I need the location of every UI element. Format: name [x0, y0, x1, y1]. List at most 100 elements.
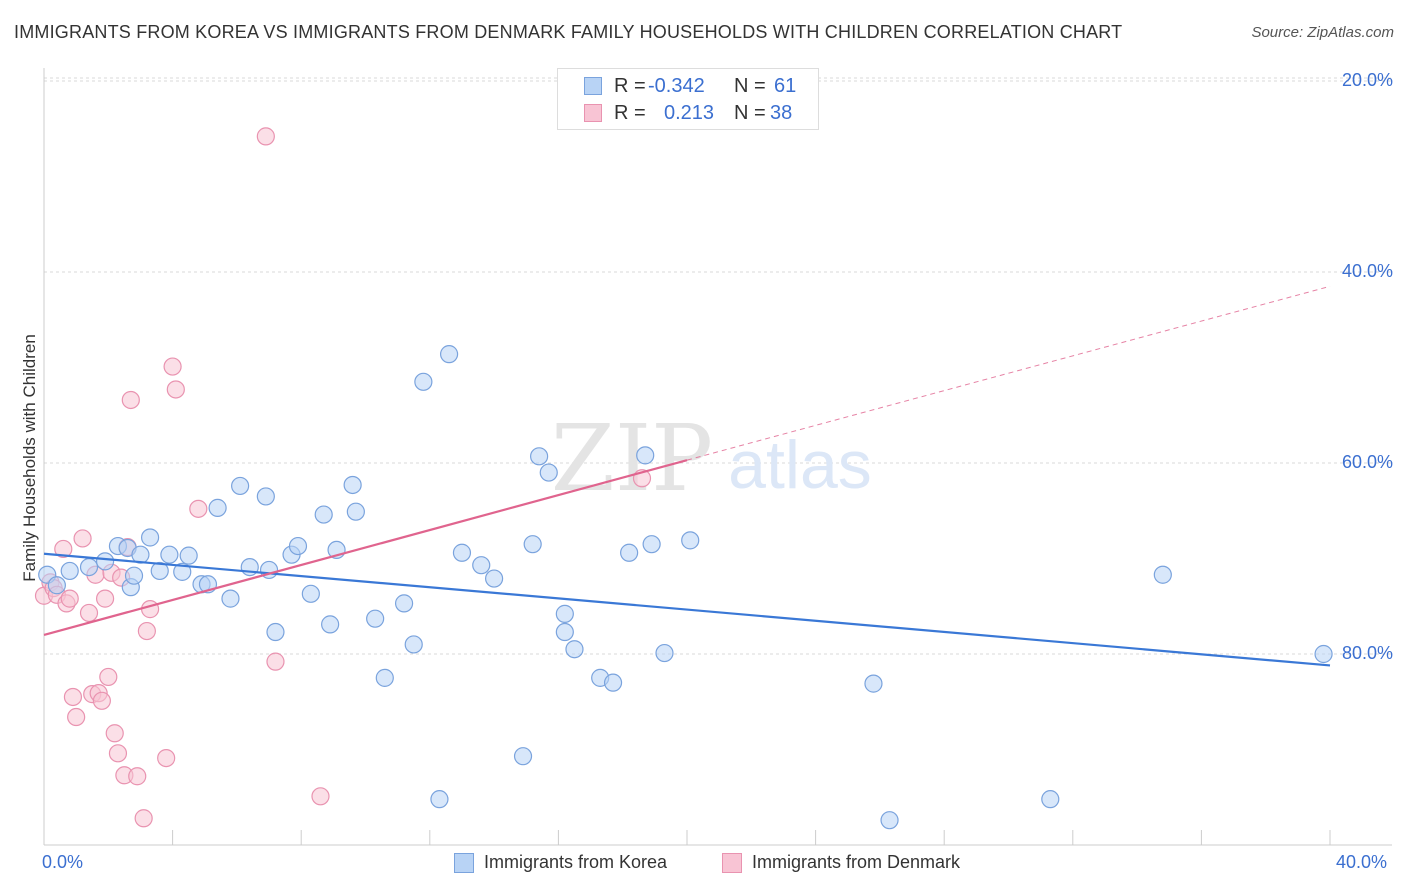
- korea-point: [1153, 565, 1172, 584]
- denmark-point: [137, 621, 156, 641]
- korea-swatch: [584, 77, 602, 95]
- correlation-legend: R = -0.342 N = 61 R = 0.213 N = 38: [557, 68, 819, 130]
- denmark-point: [54, 539, 73, 559]
- y-tick-label: 20.0%: [1341, 70, 1393, 90]
- denmark-point: [121, 390, 140, 410]
- y-tick-label: 60.0%: [1341, 452, 1393, 472]
- denmark-point: [311, 787, 330, 806]
- denmark-point: [189, 499, 208, 518]
- legend-n-label: N =: [734, 102, 766, 124]
- korea-point: [523, 535, 542, 554]
- korea-point: [150, 561, 169, 581]
- denmark-trend-line: [43, 459, 688, 636]
- watermark-atlas: atlas: [728, 427, 872, 503]
- korea-point: [343, 475, 362, 495]
- watermark-zip: ZIP: [551, 405, 713, 512]
- denmark-point: [73, 529, 92, 548]
- korea-point: [681, 531, 700, 550]
- denmark-point: [60, 589, 79, 608]
- chart-title: IMMIGRANTS FROM KOREA VS IMMIGRANTS FROM…: [14, 22, 1123, 42]
- korea-point: [208, 498, 227, 517]
- denmark-legend-swatch: [722, 853, 742, 873]
- denmark-point: [256, 127, 275, 146]
- korea-point: [60, 561, 79, 581]
- korea-point: [1041, 790, 1060, 809]
- korea-point: [256, 487, 275, 506]
- korea-point: [79, 557, 99, 577]
- korea-point: [452, 543, 472, 562]
- korea-point: [1314, 644, 1333, 664]
- korea-point: [864, 674, 883, 693]
- watermark: ZIP atlas: [551, 405, 872, 512]
- korea-point: [179, 546, 198, 565]
- korea-point: [404, 635, 423, 654]
- korea-point: [539, 463, 558, 482]
- korea-point: [346, 502, 365, 521]
- denmark-point: [92, 691, 111, 710]
- y-axis-title: Family Households with Children: [20, 334, 39, 582]
- korea-point: [375, 668, 394, 687]
- korea-point: [288, 536, 308, 556]
- denmark-swatch: [584, 104, 602, 122]
- y-tick-label: 80.0%: [1341, 643, 1393, 663]
- korea-point: [231, 476, 250, 496]
- korea-point: [555, 622, 574, 642]
- legend-n-value-korea: 61: [774, 75, 797, 97]
- korea-point: [221, 589, 240, 608]
- denmark-point: [163, 357, 182, 376]
- korea-point: [485, 569, 504, 588]
- source-credit: Source: ZipAtlas.com: [1251, 24, 1394, 41]
- denmark-point: [105, 724, 124, 743]
- korea-point: [880, 811, 899, 830]
- denmark-point: [266, 652, 285, 671]
- korea-point: [95, 552, 115, 571]
- legend-r-label: R =: [614, 75, 646, 97]
- korea-point: [47, 576, 66, 595]
- korea-point: [530, 447, 549, 466]
- denmark-point: [128, 767, 147, 786]
- denmark-point: [108, 744, 128, 763]
- legend-n-label: N =: [734, 75, 766, 97]
- x-tick-max: 40.0%: [1336, 852, 1388, 872]
- denmark-point: [157, 748, 176, 768]
- korea-point: [394, 594, 414, 613]
- y-tick-label: 40.0%: [1341, 261, 1393, 281]
- korea-point: [366, 609, 385, 628]
- korea-point: [414, 372, 433, 391]
- legend-n-value-denmark: 38: [770, 102, 793, 124]
- korea-point: [513, 747, 533, 766]
- korea-point: [555, 604, 574, 623]
- korea-point: [603, 673, 623, 692]
- korea-point: [124, 566, 144, 585]
- denmark-point: [134, 809, 153, 828]
- korea-point: [266, 622, 285, 642]
- korea-point: [314, 505, 333, 524]
- legend-r-value-korea: -0.342: [648, 75, 705, 97]
- korea-point: [301, 584, 320, 603]
- legend-r-value-denmark: 0.213: [664, 102, 715, 124]
- korea-point: [472, 556, 491, 575]
- korea-legend-swatch: [454, 853, 474, 873]
- axes: [43, 68, 1392, 846]
- x-tick-min: 0.0%: [42, 852, 84, 872]
- denmark-point: [95, 589, 115, 608]
- denmark-legend-label: Immigrants from Denmark: [752, 852, 961, 872]
- korea-legend-label: Immigrants from Korea: [484, 852, 668, 872]
- korea-trend-line: [43, 552, 1331, 667]
- trend-lines: [43, 285, 1331, 667]
- korea-point: [655, 643, 674, 663]
- denmark-point: [79, 603, 99, 623]
- denmark-point: [67, 707, 86, 727]
- korea-point: [439, 345, 459, 364]
- korea-point: [636, 446, 655, 465]
- korea-point: [565, 640, 584, 659]
- legend-r-label: R =: [614, 102, 646, 124]
- korea-point: [321, 615, 340, 634]
- denmark-trend-extension: [686, 285, 1331, 461]
- denmark-point: [140, 600, 160, 619]
- korea-point: [620, 543, 639, 562]
- denmark-point: [63, 687, 83, 707]
- korea-point: [642, 535, 661, 554]
- korea-point: [173, 562, 192, 581]
